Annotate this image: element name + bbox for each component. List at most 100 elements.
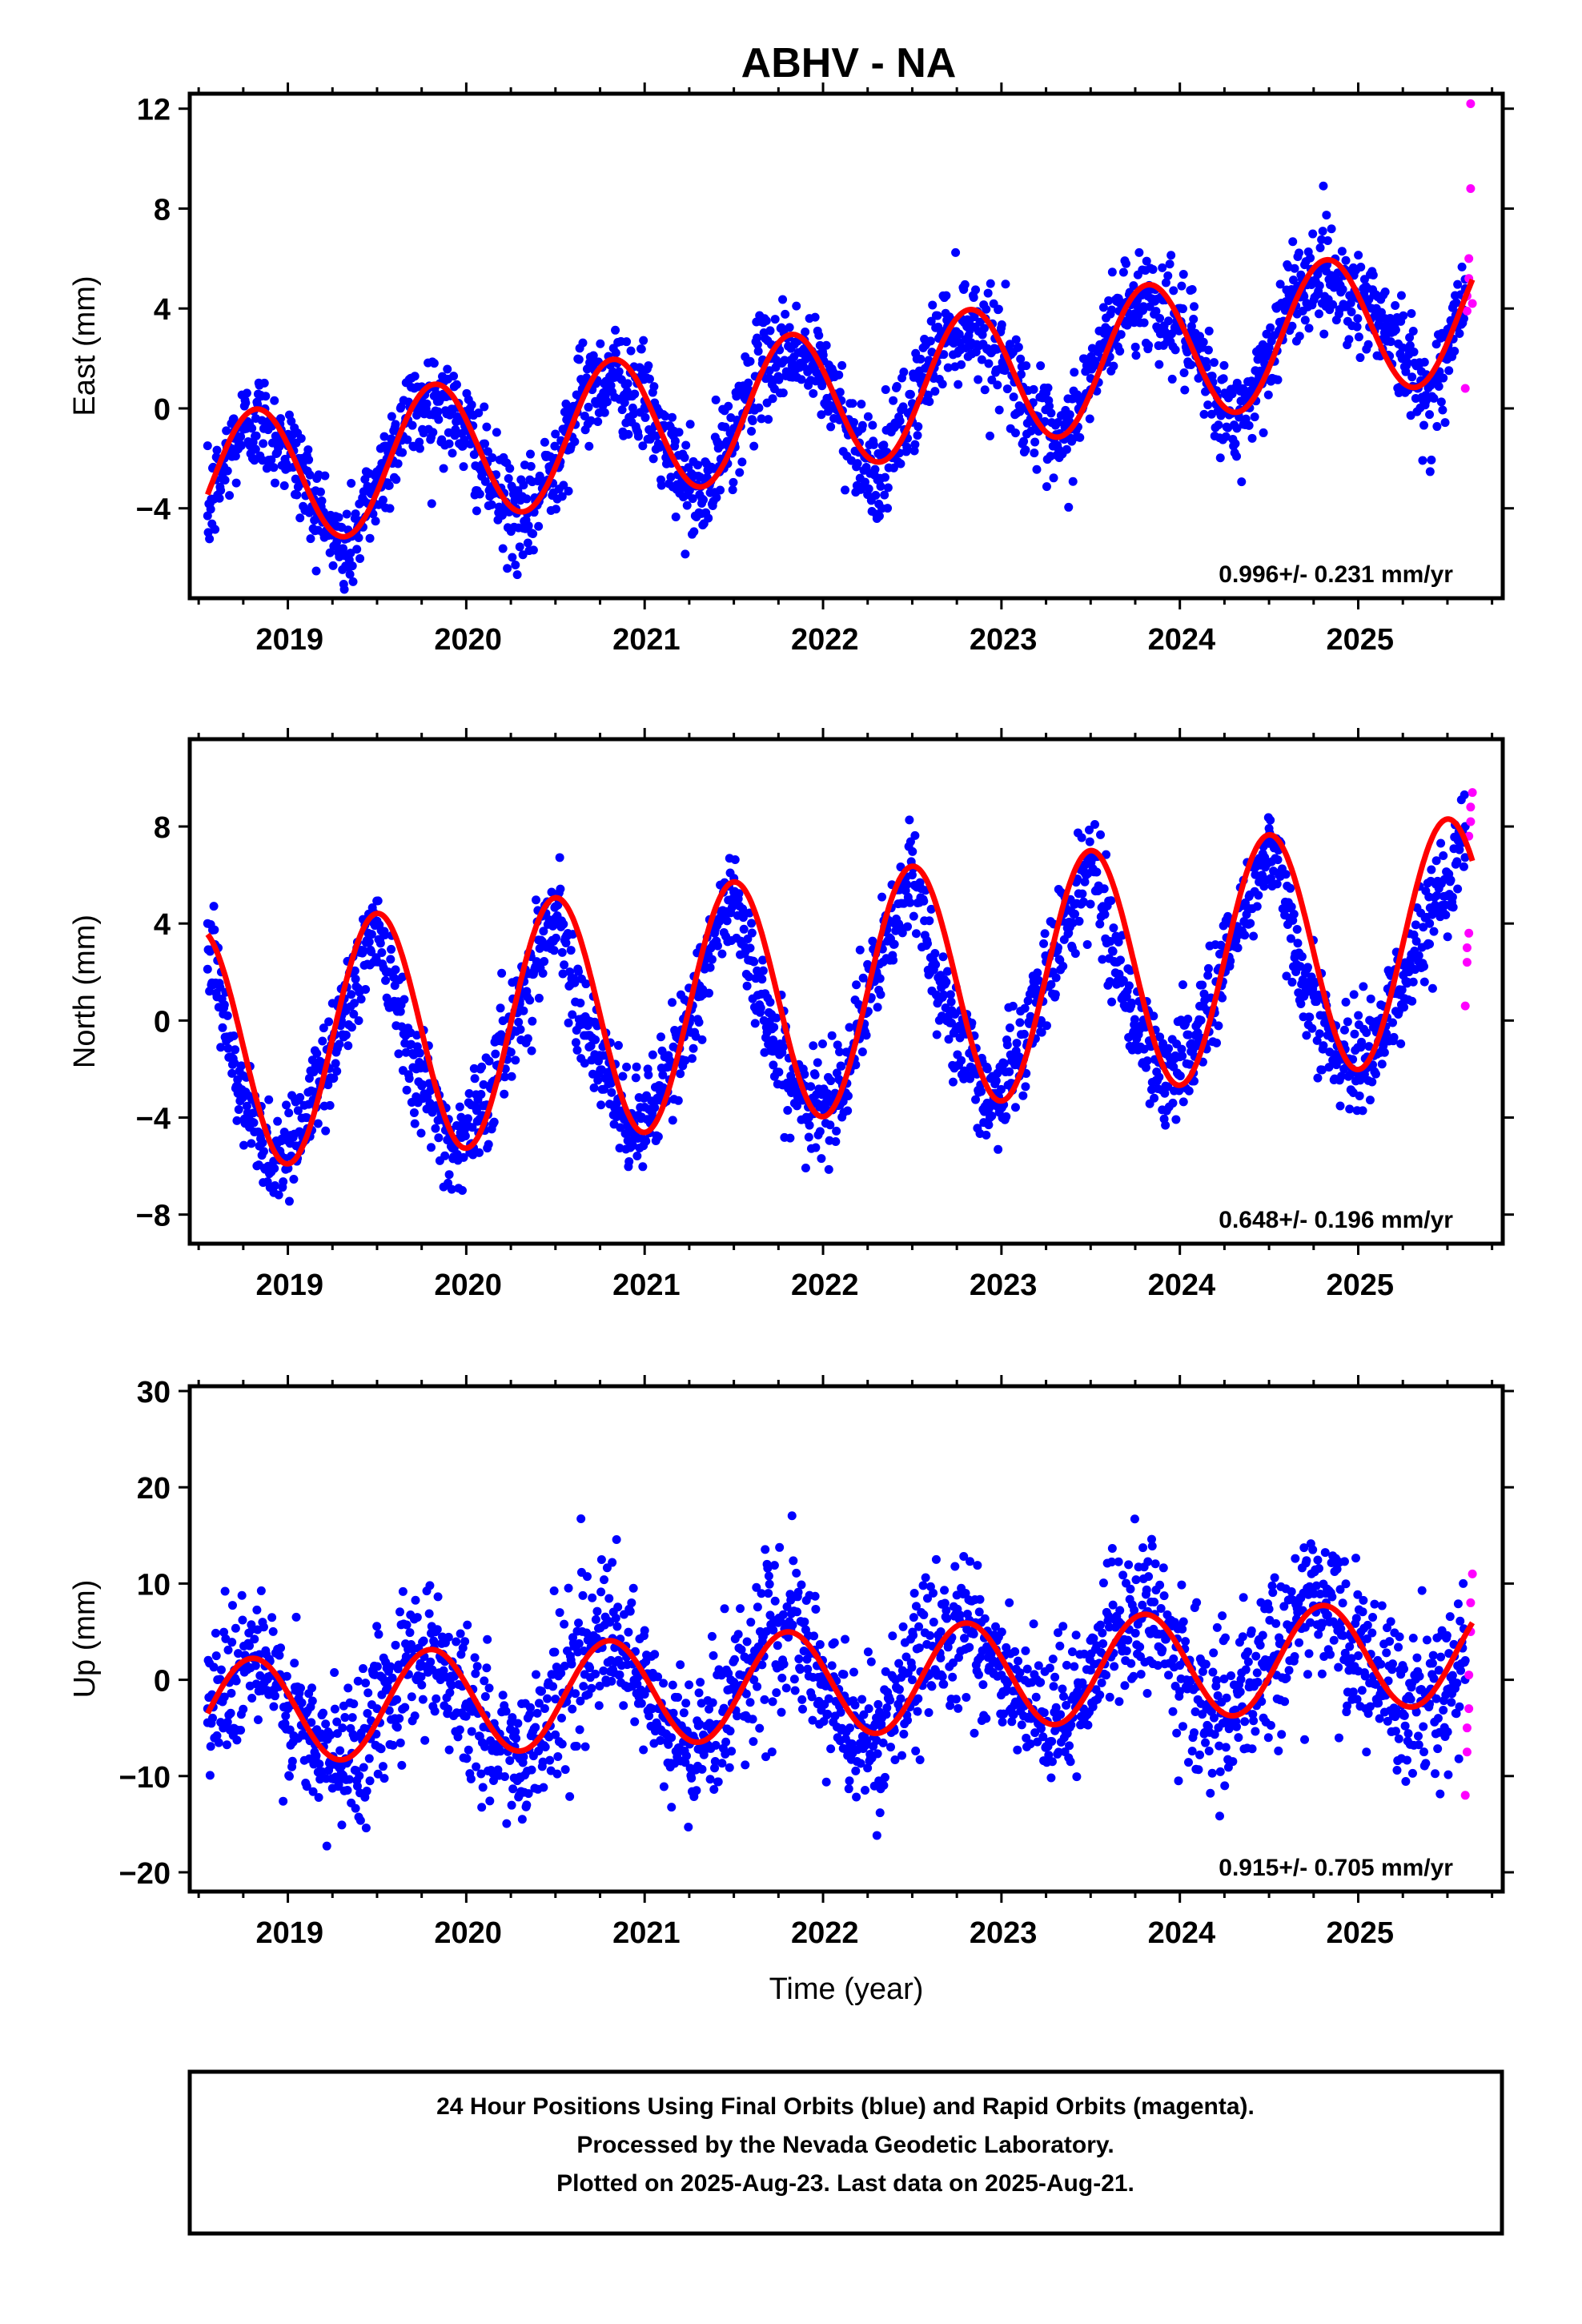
final-orbit-point (1168, 1098, 1178, 1108)
final-orbit-point (638, 441, 648, 451)
final-orbit-point (225, 491, 235, 501)
final-orbit-point (1118, 975, 1128, 985)
final-orbit-point (478, 1783, 488, 1792)
final-orbit-point (1299, 292, 1309, 301)
final-orbit-point (328, 561, 338, 570)
final-orbit-point (1212, 1038, 1222, 1047)
final-orbit-point (982, 304, 991, 314)
final-orbit-point (579, 1682, 588, 1691)
final-orbit-point (681, 549, 690, 559)
final-orbit-point (395, 1607, 404, 1617)
final-orbit-point (837, 360, 847, 370)
rapid-orbit-point (1460, 384, 1470, 393)
final-orbit-point (821, 340, 831, 350)
y-tick-label: −8 (136, 1200, 171, 1233)
final-orbit-point (1183, 1030, 1193, 1039)
final-orbit-point (347, 479, 356, 489)
final-orbit-point (833, 1040, 842, 1050)
final-orbit-point (1070, 949, 1080, 959)
final-orbit-point (764, 415, 773, 424)
final-orbit-point (786, 344, 796, 353)
final-orbit-point (1306, 253, 1315, 263)
final-orbit-point (392, 1723, 402, 1732)
final-orbit-point (1149, 1011, 1158, 1021)
x-tick-label: 2022 (791, 623, 859, 657)
final-orbit-point (586, 416, 596, 425)
final-orbit-point (365, 533, 375, 543)
final-orbit-point (1011, 335, 1021, 344)
final-orbit-point (1439, 851, 1448, 861)
final-orbit-point (276, 1643, 286, 1653)
final-orbit-point (753, 347, 763, 356)
final-orbit-point (391, 420, 400, 429)
final-orbit-point (1015, 1018, 1025, 1027)
final-orbit-point (1215, 949, 1224, 959)
final-orbit-point (485, 1796, 495, 1806)
final-orbit-point (325, 548, 335, 557)
final-orbit-point (527, 1765, 536, 1775)
final-orbit-point (361, 1823, 371, 1833)
final-orbit-point (430, 1707, 440, 1716)
rapid-orbit-point (1466, 802, 1476, 812)
final-orbit-point (350, 966, 359, 975)
final-orbit-point (827, 1031, 837, 1040)
x-tick-label: 2020 (434, 1269, 502, 1302)
final-orbit-point (203, 964, 212, 974)
final-orbit-point (386, 955, 396, 964)
final-orbit-point (356, 995, 366, 1004)
final-orbit-point (1078, 889, 1087, 899)
final-orbit-point (373, 896, 383, 906)
final-orbit-point (483, 1634, 492, 1644)
final-orbit-point (774, 375, 784, 384)
final-orbit-point (223, 466, 232, 476)
final-orbit-point (1241, 414, 1251, 424)
final-orbit-point (295, 513, 305, 523)
final-orbit-point (1209, 358, 1219, 368)
final-orbit-point (1129, 281, 1138, 291)
final-orbit-point (271, 431, 280, 440)
final-orbit-point (392, 1695, 402, 1704)
final-orbit-point (419, 1636, 428, 1646)
final-orbit-point (362, 1787, 371, 1796)
x-tick-label: 2024 (1148, 1916, 1216, 1950)
final-orbit-point (1180, 385, 1190, 395)
final-orbit-point (618, 1072, 628, 1081)
final-orbit-point (954, 329, 964, 339)
final-orbit-point (232, 1116, 242, 1125)
final-orbit-point (307, 1696, 317, 1706)
final-orbit-point (1231, 439, 1240, 448)
final-orbit-point (855, 945, 865, 955)
final-orbit-point (269, 463, 279, 472)
final-orbit-point (1427, 865, 1436, 875)
final-orbit-point (551, 902, 560, 911)
final-orbit-point (1459, 862, 1468, 871)
final-orbit-point (296, 433, 306, 443)
final-orbit-point (1000, 366, 1010, 376)
final-orbit-point (584, 441, 594, 451)
final-orbit-point (881, 384, 890, 394)
final-orbit-point (400, 1703, 410, 1712)
final-orbit-point (1353, 314, 1363, 324)
final-orbit-point (783, 1106, 793, 1116)
final-orbit-point (801, 1163, 810, 1172)
final-orbit-point (581, 979, 591, 989)
x-tick-label: 2023 (970, 623, 1038, 657)
final-orbit-point (761, 316, 771, 326)
final-orbit-point (487, 500, 496, 509)
final-orbit-point (1154, 1072, 1164, 1082)
final-orbit-point (504, 474, 513, 484)
final-orbit-point (857, 420, 867, 430)
final-orbit-point (668, 998, 677, 1007)
final-orbit-point (1273, 375, 1283, 384)
final-orbit-point (754, 403, 764, 412)
final-orbit-point (462, 1754, 472, 1763)
final-orbit-point (555, 1608, 564, 1618)
final-orbit-point (483, 447, 492, 456)
final-orbit-point (1327, 224, 1336, 234)
final-orbit-point (271, 478, 280, 488)
final-orbit-point (1178, 270, 1188, 279)
final-orbit-point (925, 916, 934, 926)
final-orbit-point (532, 895, 541, 905)
final-orbit-point (772, 1013, 781, 1023)
final-orbit-point (372, 916, 382, 926)
